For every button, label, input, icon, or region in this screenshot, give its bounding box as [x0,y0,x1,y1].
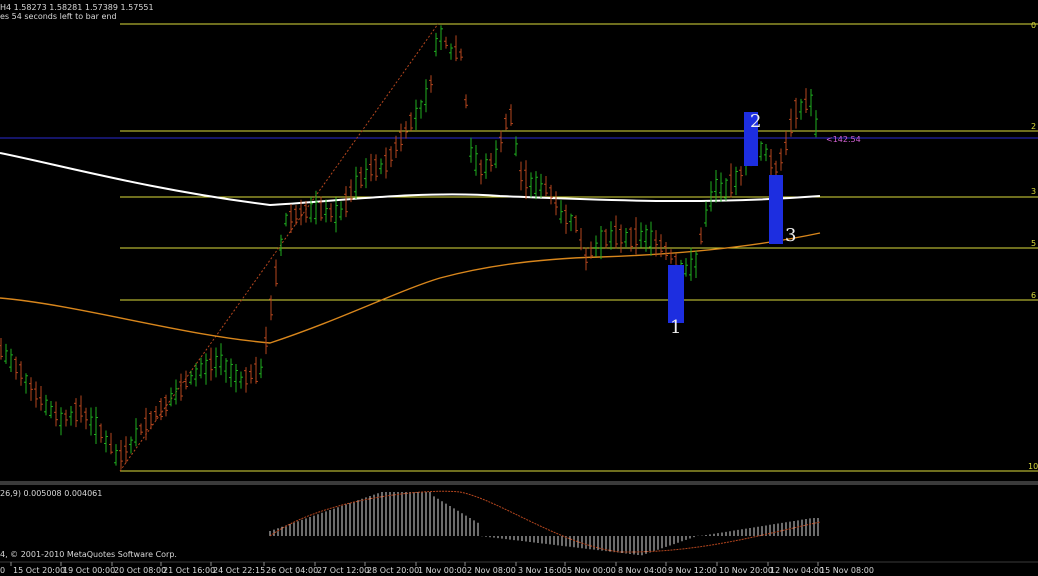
fib-label: 0 [1031,21,1036,30]
fib-label: 2 [1031,122,1036,131]
bar-timer: es 54 seconds left to bar end [0,12,117,21]
time-axis-label: 15 Nov 08:00 [820,566,874,575]
time-axis-label: 10 Nov 20:00 [719,566,773,575]
time-axis-label: 1 Nov 00:00 [418,566,467,575]
fib-label: 6 [1031,291,1036,300]
time-axis-label: 0 [0,566,5,575]
time-axis-label: 19 Oct 00:00 [63,566,115,575]
marker-label: 2 [750,111,761,132]
time-axis-label: 20 Oct 08:00 [114,566,166,575]
time-axis-label: 21 Oct 16:00 [163,566,215,575]
time-axis-label: 27 Oct 12:00 [317,566,369,575]
indicator-label: 26,9) 0.005008 0.004061 [0,489,102,498]
time-axis-label: 3 Nov 16:00 [518,566,567,575]
marker-label: 1 [670,317,681,338]
candlesticks [0,25,818,469]
marker-box [769,175,783,244]
macd-signal-line [269,490,821,553]
fibonacci-trendline [119,23,439,472]
macd-histogram [269,492,819,556]
time-axis-label: 8 Nov 04:00 [618,566,667,575]
fib-label: 5 [1031,239,1036,248]
price-label: <142.54 [826,135,861,144]
moving-average-short [0,232,821,344]
time-axis-label: 26 Oct 04:00 [266,566,318,575]
moving-average-long [0,152,821,207]
fib-label: 3 [1031,187,1036,196]
pane-separator[interactable] [0,481,1038,485]
wave-markers: 1 2 3 [668,111,796,338]
time-axis-label: 28 Oct 20:00 [367,566,419,575]
symbol-info: H4 1.58273 1.58281 1.57389 1.57551 [0,3,154,12]
time-axis-label: 24 Oct 22:15 [213,566,265,575]
marker-label: 3 [785,225,796,246]
time-axis-label: 15 Oct 20:00 [13,566,65,575]
time-axis-label: 12 Nov 04:00 [770,566,824,575]
marker-box [744,112,758,166]
fibonacci-labels: 0 2 3 5 6 10 [1028,21,1038,471]
copyright-text: 4, © 2001-2010 MetaQuotes Software Corp. [0,550,177,559]
fib-label: 10 [1028,462,1038,471]
time-axis-label: 5 Nov 00:00 [567,566,616,575]
time-axis-label: 9 Nov 12:00 [668,566,717,575]
fibonacci-levels [0,23,1038,472]
time-axis-label: 2 Nov 08:00 [467,566,516,575]
marker-box [668,265,684,323]
